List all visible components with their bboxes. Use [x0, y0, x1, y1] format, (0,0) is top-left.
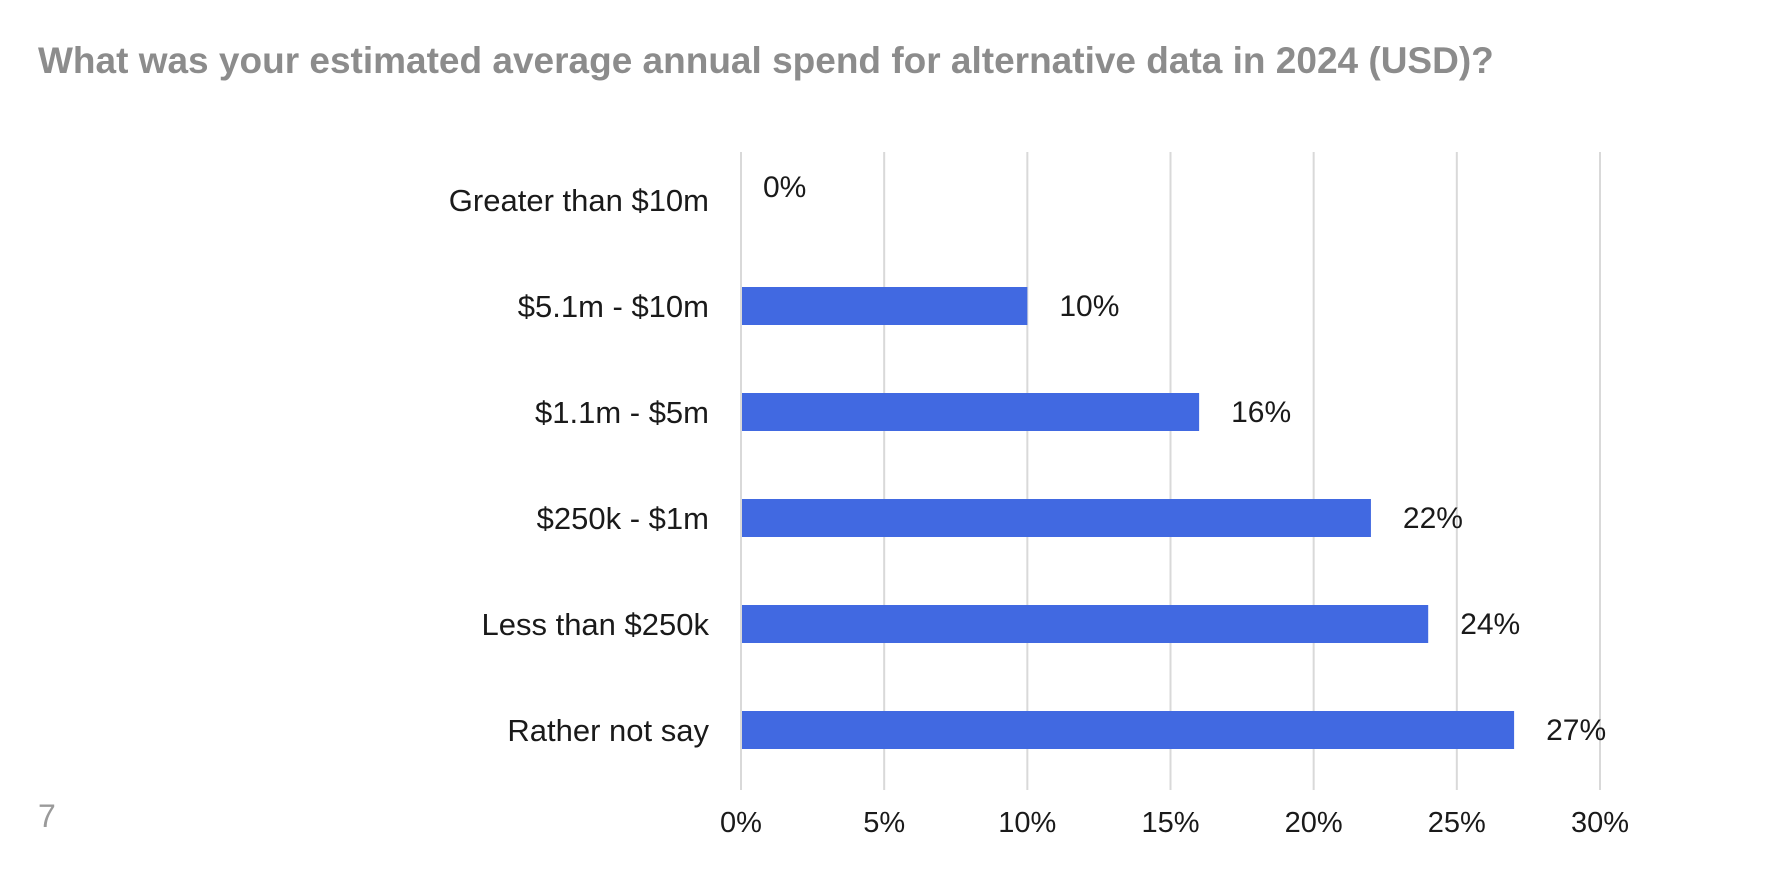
- data-label: 22%: [1403, 502, 1463, 535]
- x-tick-label: 25%: [1428, 807, 1486, 839]
- bar: [741, 393, 1200, 431]
- x-tick-label: 10%: [998, 807, 1056, 839]
- bar: [741, 711, 1515, 749]
- bar: [741, 499, 1371, 537]
- category-label: $5.1m - $10m: [518, 289, 709, 324]
- page-title: What was your estimated average annual s…: [38, 40, 1494, 81]
- bar: [741, 605, 1429, 643]
- page-number: 7: [38, 798, 56, 834]
- x-tick-label: 5%: [863, 807, 905, 839]
- category-label: Less than $250k: [481, 607, 709, 642]
- category-label: Greater than $10m: [449, 183, 709, 218]
- category-label: Rather not say: [507, 713, 709, 748]
- category-label: $250k - $1m: [537, 501, 709, 536]
- data-label: 24%: [1460, 608, 1520, 641]
- x-tick-label: 20%: [1285, 807, 1343, 839]
- category-label: $1.1m - $5m: [535, 395, 709, 430]
- data-label: 0%: [763, 171, 806, 204]
- data-label: 27%: [1546, 714, 1606, 747]
- x-tick-label: 30%: [1571, 807, 1629, 839]
- bar: [741, 287, 1028, 325]
- data-label: 10%: [1059, 290, 1119, 323]
- x-tick-label: 0%: [720, 807, 762, 839]
- data-label: 16%: [1231, 396, 1291, 429]
- x-tick-label: 15%: [1141, 807, 1199, 839]
